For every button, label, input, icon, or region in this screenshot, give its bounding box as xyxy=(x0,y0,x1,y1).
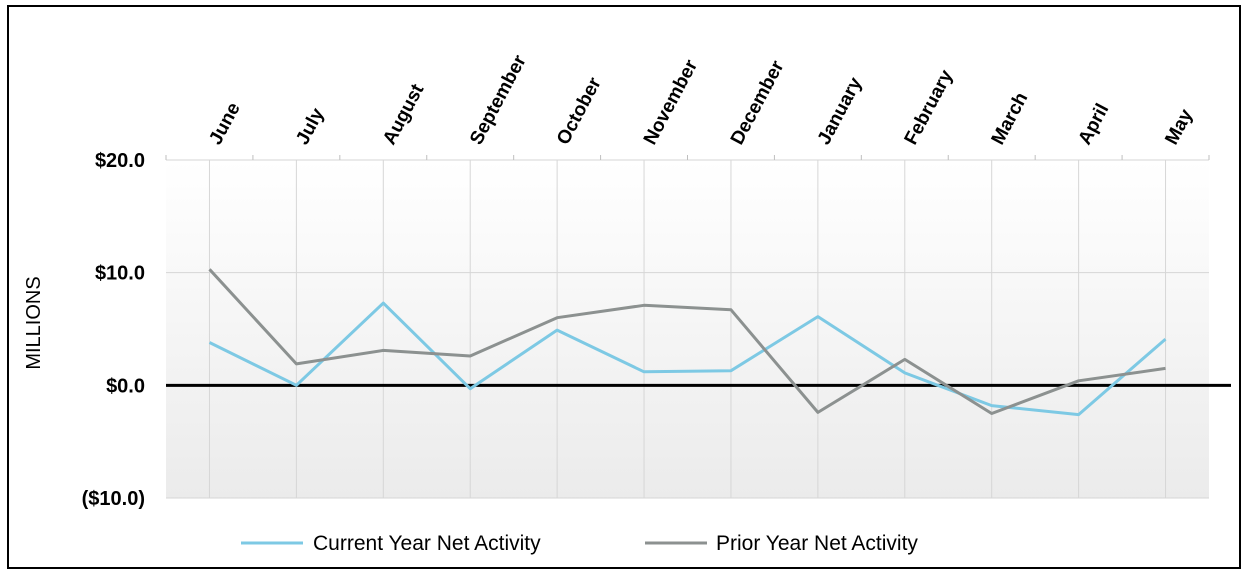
y-tick-label: $20.0 xyxy=(95,150,145,172)
legend-label: Current Year Net Activity xyxy=(313,532,541,555)
x-tick-label: June xyxy=(205,99,244,148)
x-tick-label: April xyxy=(1074,100,1113,148)
x-tick-label: July xyxy=(292,105,329,149)
x-tick-label: May xyxy=(1161,105,1197,148)
y-tick-label: $10.0 xyxy=(95,263,145,285)
x-tick-label: November xyxy=(640,56,702,148)
x-tick-label: August xyxy=(379,80,429,148)
x-tick-label: September xyxy=(466,51,531,148)
series-line-2 xyxy=(208,268,1166,415)
x-tick-label: January xyxy=(814,74,867,149)
x-tick-label: March xyxy=(988,89,1033,148)
y-tick-label: ($10.0) xyxy=(82,488,145,510)
legend: Current Year Net Activity Prior Year Net … xyxy=(241,532,918,555)
x-tick-label: December xyxy=(727,57,789,149)
x-tick-label: February xyxy=(901,66,958,148)
plot-area xyxy=(166,160,1209,498)
legend-label: Prior Year Net Activity xyxy=(716,532,918,555)
y-axis-label: MILLIONS xyxy=(23,276,45,369)
x-tick-label: October xyxy=(553,74,606,149)
y-tick-label: $0.0 xyxy=(106,375,145,397)
